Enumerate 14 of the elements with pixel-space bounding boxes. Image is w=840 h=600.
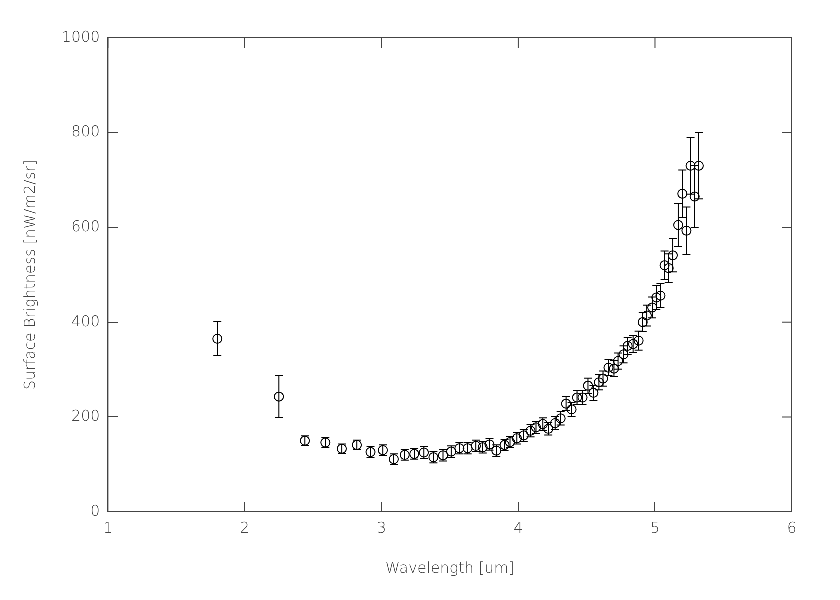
y-tick-label: 800 (72, 122, 100, 141)
y-tick-label: 400 (72, 312, 100, 330)
x-tick-label: 1 (103, 518, 113, 537)
x-tick-label: 3 (376, 518, 386, 537)
y-tick-label: 1000 (62, 28, 100, 46)
x-tick-label: 4 (514, 518, 524, 537)
y-tick-label: 0 (90, 502, 100, 520)
x-tick-label: 5 (650, 518, 660, 537)
x-tick-label: 2 (240, 518, 250, 537)
y-tick-label: 600 (72, 217, 100, 236)
x-tick-label: 6 (787, 518, 797, 537)
y-axis-title: Surface Brightness [nW/m2/sr] (20, 160, 39, 390)
x-axis-title: Wavelength [um] (386, 558, 515, 577)
y-tick-label: 200 (72, 407, 100, 426)
